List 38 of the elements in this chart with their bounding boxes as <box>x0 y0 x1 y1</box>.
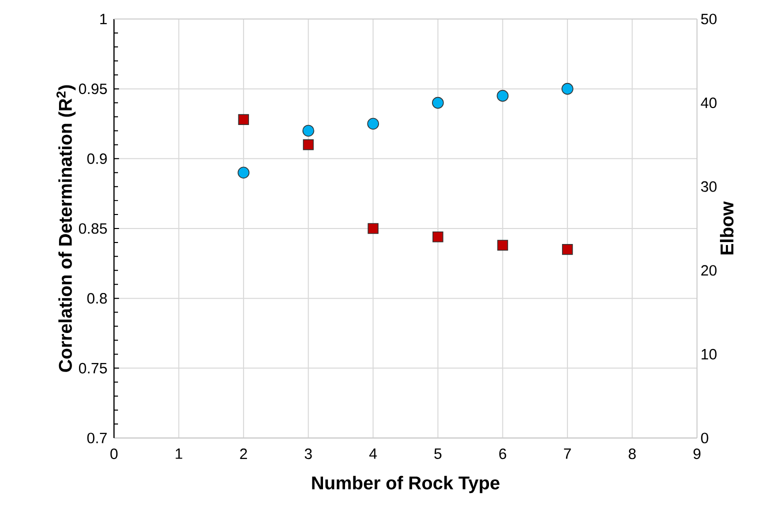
point <box>238 114 249 125</box>
y2-tick-label: 50 <box>701 14 717 24</box>
y-tick-label: 0.8 <box>87 293 107 304</box>
y-tick-label: 0.7 <box>87 432 107 444</box>
point <box>432 231 444 242</box>
y2-axis-title: Elbow <box>720 201 734 254</box>
point <box>562 82 574 95</box>
y2-tick-label: 30 <box>701 181 717 192</box>
x-tick-label: 5 <box>434 448 442 459</box>
x-tick-label: 3 <box>304 448 312 460</box>
point <box>302 139 314 150</box>
point <box>497 240 508 251</box>
y2-tick-label: 40 <box>700 98 717 108</box>
x-tick-label: 8 <box>628 448 636 460</box>
y-tick-label: 0.75 <box>78 362 107 374</box>
y-tick-label: 0.85 <box>78 223 107 234</box>
point <box>238 166 250 179</box>
y-tick-label: 0.9 <box>87 153 107 164</box>
y2-tick-label: 10 <box>702 348 717 360</box>
point <box>302 124 314 137</box>
x-tick-label: 9 <box>694 448 700 460</box>
x-tick-label: 2 <box>240 448 247 459</box>
x-tick-label: 1 <box>176 448 182 459</box>
y2-tick-label: 20 <box>701 265 717 276</box>
x-tick-label: 0 <box>110 448 118 460</box>
x-tick-label: 7 <box>564 448 571 459</box>
point <box>496 90 509 102</box>
x-tick-label: 4 <box>369 448 377 459</box>
point <box>367 118 380 130</box>
point <box>368 223 379 234</box>
point <box>562 244 573 255</box>
x-tick-label: 6 <box>499 448 506 460</box>
y-axis-title: Correlation of Determination (R$^{2}$) <box>56 85 76 372</box>
point <box>432 96 444 109</box>
y2-tick-label: 0 <box>701 432 708 444</box>
y-tick-label: 0.95 <box>78 84 107 94</box>
x-axis-title: Number of Rock Type <box>312 476 500 494</box>
y-tick-label: 1 <box>100 14 107 24</box>
